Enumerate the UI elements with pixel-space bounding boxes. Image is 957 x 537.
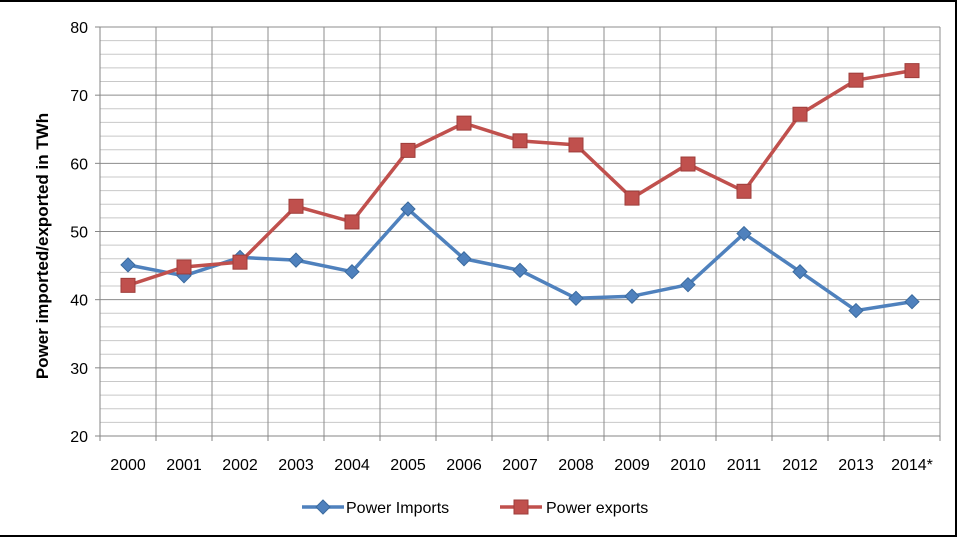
legend-marker: [315, 499, 331, 515]
series-power-imports: [120, 201, 920, 319]
series-line: [127, 68, 913, 288]
data-point-diamond: [288, 252, 304, 268]
x-tick-label: 2006: [446, 457, 482, 474]
y-tick-label: 50: [70, 225, 88, 242]
data-point-diamond: [512, 262, 528, 279]
data-point-diamond: [736, 225, 752, 242]
legend: Power Imports Power exports: [302, 499, 648, 517]
x-tick-label: 2001: [166, 457, 202, 474]
x-tick-label: 2010: [670, 457, 706, 474]
data-point-diamond: [456, 251, 472, 267]
data-point-square: [232, 254, 248, 270]
x-tick-label: 2012: [782, 457, 818, 474]
x-tick-label: 2014*: [891, 457, 933, 474]
legend-label: Power Imports: [346, 500, 449, 517]
y-tick-label: 60: [70, 156, 88, 173]
x-tick-label: 2003: [278, 457, 314, 474]
data-point-diamond: [680, 276, 696, 293]
data-point-diamond: [848, 302, 864, 319]
data-point-square: [568, 137, 584, 153]
data-point-square: [624, 190, 640, 206]
y-tick-label: 20: [70, 429, 88, 446]
data-point-square: [456, 115, 472, 131]
data-point-diamond: [120, 257, 136, 273]
y-tick-label: 30: [70, 361, 88, 378]
x-tick-label: 2002: [222, 457, 258, 474]
y-tick-label: 70: [70, 88, 88, 105]
legend-label: Power exports: [546, 500, 648, 517]
y-tick-labels: 20 30 40 50 60 70 80: [70, 20, 88, 446]
data-point-square: [512, 133, 528, 149]
x-tick-label: 2009: [614, 457, 650, 474]
x-tick-label: 2005: [390, 457, 426, 474]
data-point-diamond: [568, 290, 584, 307]
axes: [95, 26, 941, 441]
x-tick-label: 2004: [334, 457, 370, 474]
grid: [99, 26, 941, 437]
series: [120, 63, 920, 319]
data-point-diamond: [624, 288, 640, 304]
x-tick-label: 2013: [838, 457, 874, 474]
data-point-square: [120, 277, 136, 293]
data-point-square: [400, 142, 416, 158]
data-point-square: [176, 259, 192, 275]
data-point-diamond: [400, 201, 416, 217]
data-point-square: [344, 214, 360, 230]
data-point-square: [680, 156, 696, 172]
data-point-square: [288, 198, 304, 214]
x-tick-labels: 2000 2001 2002 2003 2004 2005 2006 2007 2008 2009…: [110, 457, 933, 474]
data-point-diamond: [904, 294, 920, 310]
data-point-square: [792, 106, 808, 122]
x-tick-label: 2000: [110, 457, 146, 474]
legend-item: Power Imports: [302, 499, 449, 517]
data-point-square: [904, 63, 920, 79]
y-axis-label: Power imported/exported in TWh: [33, 113, 52, 379]
y-tick-label: 40: [70, 293, 88, 310]
data-point-diamond: [792, 264, 808, 280]
legend-marker: [513, 499, 529, 515]
x-tick-label: 2007: [502, 457, 538, 474]
data-point-square: [736, 183, 752, 199]
legend-item: Power exports: [500, 499, 648, 517]
x-tick-label: 2008: [558, 457, 594, 474]
series-power-exports: [120, 63, 920, 293]
y-tick-label: 80: [70, 20, 88, 37]
data-point-square: [848, 72, 864, 88]
x-tick-label: 2011: [727, 457, 762, 474]
data-point-diamond: [344, 264, 360, 280]
